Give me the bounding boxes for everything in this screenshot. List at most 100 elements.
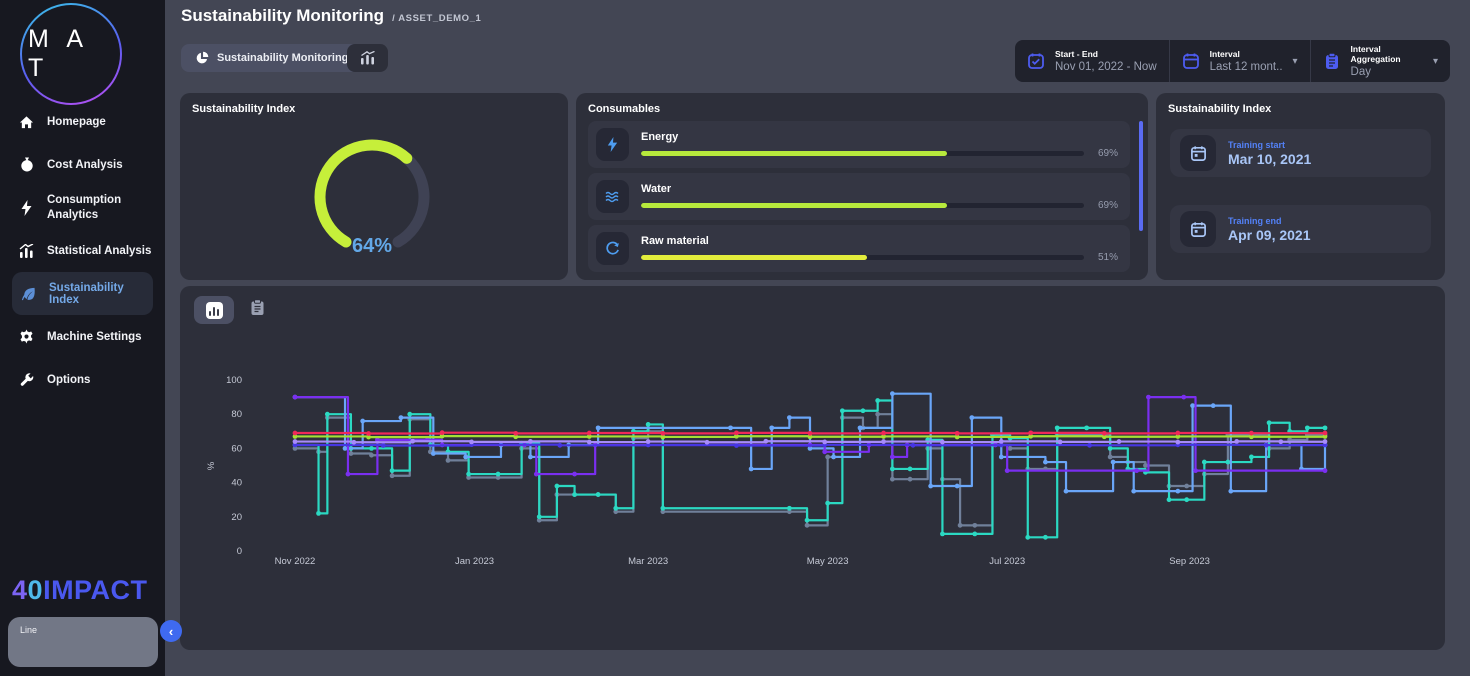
svg-text:60: 60 (231, 443, 242, 454)
page-title: Sustainability Monitoring (181, 6, 385, 25)
sidebar-item-label: Sustainability Index (49, 281, 124, 306)
money-bag-icon (18, 157, 35, 172)
sidebar: M A T Homepage Cost Analysis Consumption… (0, 0, 165, 676)
breadcrumb: Sustainability Monitoring / ASSET_DEMO_1 (181, 6, 481, 26)
svg-text:Nov 2022: Nov 2022 (275, 556, 316, 567)
chevron-down-icon: ▾ (1432, 55, 1438, 67)
sidebar-item-label: Homepage (47, 115, 106, 128)
progress-fill (641, 202, 947, 208)
progress-fill (641, 150, 947, 156)
svg-text:40: 40 (231, 478, 242, 489)
tab-sustainability-monitoring[interactable]: Sustainability Monitoring (181, 44, 363, 72)
sidebar-item-homepage[interactable]: Homepage (0, 100, 165, 143)
mat-logo: M A T (20, 3, 122, 105)
mini-bar-chart-icon (205, 301, 223, 319)
wrench-icon (18, 372, 35, 387)
lightning-icon (596, 128, 629, 161)
consumable-row-water[interactable]: Water 69% (588, 173, 1130, 220)
filter-bar: Start - End Nov 01, 2022 - Now Interval … (1015, 40, 1450, 82)
consumable-percent: 69% (1097, 199, 1118, 211)
leaf-icon (20, 287, 37, 301)
chart-view-button[interactable] (194, 296, 234, 324)
training-start-row: Training start Mar 10, 2021 (1170, 129, 1431, 177)
filter-start-end[interactable]: Start - End Nov 01, 2022 - Now (1015, 40, 1169, 82)
training-start-label: Training start (1228, 139, 1286, 150)
chart-card: 0 20 40 60 80 100 Nov 2022 Jan 2023 Mar 2023 May … (180, 286, 1445, 650)
pie-chart-icon (195, 51, 209, 65)
svg-text:Jul 2023: Jul 2023 (989, 556, 1025, 567)
bar-chart-icon (18, 243, 35, 258)
card-title: Sustainability Index (192, 103, 296, 115)
clipboard-icon (1323, 52, 1341, 70)
card-title: Sustainability Index (1168, 103, 1272, 115)
consumables-card: Consumables Energy 69% (576, 93, 1148, 280)
filter-value: Day (1350, 66, 1371, 78)
consumable-row-raw-material[interactable]: Raw material 51% (588, 225, 1130, 272)
sidebar-item-statistical-analysis[interactable]: Statistical Analysis (0, 229, 165, 272)
calendar-icon (1180, 135, 1216, 171)
calendar-check-icon (1027, 52, 1045, 70)
asset-name: / ASSET_DEMO_1 (392, 13, 482, 24)
svg-text:80: 80 (231, 409, 242, 420)
chevron-left-icon: ‹ (168, 623, 174, 639)
sidebar-nav: Homepage Cost Analysis Consumption Analy… (0, 100, 165, 401)
main-content: Sustainability Monitoring / ASSET_DEMO_1… (165, 0, 1470, 676)
brand-name: IMPACT (43, 575, 148, 605)
filter-label: Start - End (1055, 49, 1098, 59)
gauge-arc (314, 139, 430, 248)
sidebar-item-label: Machine Settings (47, 330, 142, 343)
report-view-button[interactable] (250, 299, 265, 316)
consumables-list: Energy 69% Water (588, 121, 1130, 272)
svg-text:Sep 2023: Sep 2023 (1169, 556, 1210, 567)
consumable-row-energy[interactable]: Energy 69% (588, 121, 1130, 168)
svg-text:20: 20 (231, 512, 242, 523)
consumable-label: Water (641, 182, 672, 195)
svg-text:May 2023: May 2023 (807, 556, 849, 567)
sidebar-item-options[interactable]: Options (0, 358, 165, 401)
training-end-label: Training end (1228, 215, 1282, 226)
brand-0: 0 (27, 575, 44, 605)
sidebar-item-cost-analysis[interactable]: Cost Analysis (0, 143, 165, 186)
calendar-icon (1182, 52, 1200, 70)
tab-stats-view[interactable] (347, 44, 388, 72)
progress-track (641, 202, 1084, 208)
sidebar-item-consumption-analytics[interactable]: Consumption Analytics (0, 186, 165, 229)
chevron-down-icon: ▾ (1292, 55, 1298, 67)
svg-text:100: 100 (226, 375, 242, 386)
filter-aggregation[interactable]: Interval Aggregation Day ▾ (1309, 40, 1450, 82)
card-title: Consumables (588, 103, 661, 115)
mat-logo-text: M A T (22, 5, 120, 103)
sidebar-item-label: Options (47, 373, 91, 386)
chart-type-label: Line (20, 625, 38, 635)
consumable-label: Energy (641, 130, 679, 143)
filter-interval[interactable]: Interval Last 12 mont.. ▾ (1168, 40, 1310, 82)
progress-track (641, 150, 1084, 156)
gear-icon (18, 329, 35, 344)
chart-type-panel[interactable]: Line (8, 617, 158, 667)
svg-text:Jan 2023: Jan 2023 (455, 556, 494, 567)
collapse-panel-button[interactable]: ‹ (160, 620, 182, 642)
consumable-percent: 69% (1097, 147, 1118, 159)
progress-fill (641, 254, 867, 260)
sustainability-index-gauge-card: Sustainability Index 64% (180, 93, 568, 280)
sidebar-item-machine-settings[interactable]: Machine Settings (0, 315, 165, 358)
water-waves-icon (596, 180, 629, 213)
lightning-icon (18, 199, 35, 216)
sidebar-item-sustainability-index[interactable]: Sustainability Index (12, 272, 153, 315)
tab-label: Sustainability Monitoring (217, 52, 349, 64)
stats-chart-icon (360, 51, 376, 65)
scrollbar[interactable] (1139, 121, 1143, 231)
svg-text:0: 0 (237, 546, 242, 557)
clipboard-icon (250, 299, 265, 316)
sustainability-index-training-card: Sustainability Index Training start Mar … (1156, 93, 1445, 280)
consumable-percent: 51% (1097, 251, 1118, 263)
line-chart[interactable]: 0 20 40 60 80 100 Nov 2022 Jan 2023 Mar 2023 May … (180, 286, 1445, 650)
progress-track (641, 254, 1084, 260)
gauge-value: 64% (351, 235, 393, 257)
sidebar-item-label: Consumption Analytics (47, 194, 122, 221)
svg-text:%: % (206, 461, 217, 470)
sidebar-item-label: Statistical Analysis (47, 244, 152, 257)
impact-logo: 40IMPACT (12, 575, 148, 606)
filter-value: Nov 01, 2022 - Now (1055, 61, 1157, 73)
